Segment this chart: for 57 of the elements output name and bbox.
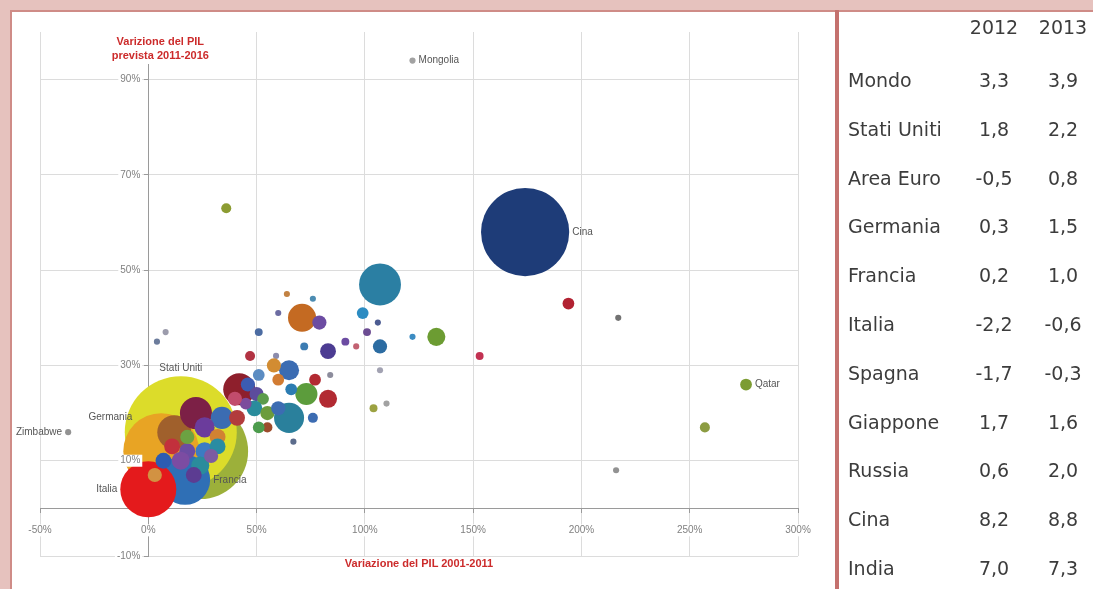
y-tick-label: 50% xyxy=(120,263,141,275)
data-label: 0,6 xyxy=(978,458,1010,483)
series-label: Zimbabwe xyxy=(15,425,63,437)
data-label: 8,8 xyxy=(1047,507,1079,532)
category-label: Germania xyxy=(848,214,942,239)
data-label: -2,2 xyxy=(975,312,1013,336)
category-label: Francia xyxy=(848,263,917,288)
data-label: 0,8 xyxy=(1047,165,1079,190)
data-label: 0,3 xyxy=(978,214,1010,239)
data-label: 7,0 xyxy=(978,556,1010,580)
data-label: -0,3 xyxy=(1044,360,1082,385)
series-label: 2012 xyxy=(969,15,1019,39)
data-label: 1,6 xyxy=(1047,409,1079,434)
y-tick-label: -10% xyxy=(116,549,141,561)
data-label: 1,0 xyxy=(1047,263,1079,288)
data-label: 0,2 xyxy=(978,263,1010,288)
x-tick-label: 250% xyxy=(676,524,703,536)
text: 2013 xyxy=(1038,15,1088,39)
category-label: Stati Uniti xyxy=(848,116,942,141)
x-tick-label: 200% xyxy=(568,524,595,536)
series-label: Cina xyxy=(572,225,594,237)
x-tick-label: 300% xyxy=(785,524,811,536)
data-label: 7,3 xyxy=(1047,556,1079,580)
category-label: Area Euro xyxy=(848,165,941,190)
series-label: Stati Uniti xyxy=(159,361,203,373)
category-label: Spagna xyxy=(848,360,920,385)
category-label: Russia xyxy=(848,458,910,483)
y-tick-label: 90% xyxy=(120,73,141,85)
data-label: 1,5 xyxy=(1047,214,1079,239)
x-tick-label: 50% xyxy=(246,524,267,536)
y-tick-label: 30% xyxy=(120,359,141,371)
category-label: Cina xyxy=(848,507,891,532)
data-label: 1,7 xyxy=(978,409,1010,434)
x-tick-label: 0% xyxy=(141,524,156,536)
data-label: 3,9 xyxy=(1047,68,1079,92)
data-label: 3,3 xyxy=(978,68,1010,92)
data-label: 2,0 xyxy=(1047,458,1079,483)
category-label: Italia xyxy=(848,312,895,336)
data-label: 1,8 xyxy=(978,116,1010,141)
data-label: -1,7 xyxy=(975,360,1013,385)
data-label: -0,6 xyxy=(1044,312,1082,336)
series-label: Qatar xyxy=(754,378,781,390)
series-label: Italia xyxy=(96,483,118,495)
x-tick-label: 100% xyxy=(352,524,378,536)
data-label: 2,2 xyxy=(1047,116,1079,141)
y-axis-title: Varizione del PIL prevista 2011-2016 xyxy=(111,35,209,62)
y-tick-label: 70% xyxy=(120,168,141,180)
x-tick-label: -50% xyxy=(28,524,52,536)
x-axis-title: Variazione del PIL 2001-2011 xyxy=(344,557,494,570)
data-label: -0,5 xyxy=(975,165,1013,190)
category-label: Mondo xyxy=(848,68,912,92)
y-tick-label: 10% xyxy=(120,454,141,466)
x-tick-label: 150% xyxy=(460,524,487,536)
category-label: Giappone xyxy=(848,409,940,434)
series-label: Mongolia xyxy=(418,54,460,66)
data-label: 8,2 xyxy=(978,507,1010,532)
category-label: India xyxy=(848,556,895,580)
